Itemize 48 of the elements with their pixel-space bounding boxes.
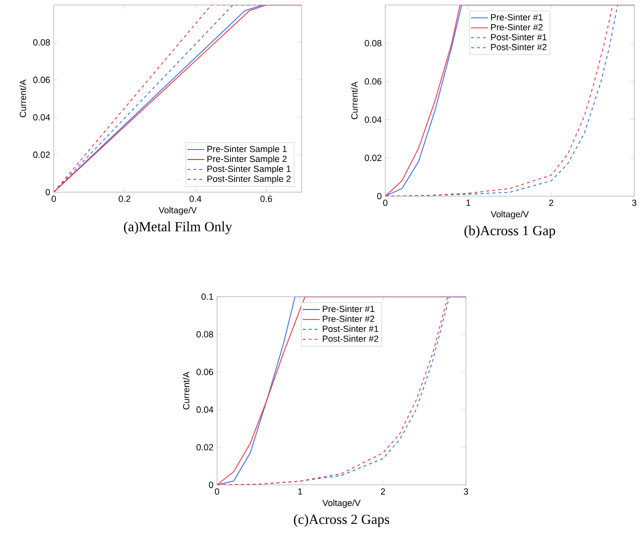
y-tick-label: 0.06 bbox=[33, 76, 50, 84]
x-tick-label: 3 bbox=[632, 200, 636, 206]
legend-label: Pre-Sinter #1 bbox=[322, 306, 374, 312]
x-tick-label: 2 bbox=[549, 200, 554, 206]
legend-label: Post-Sinter #2 bbox=[322, 336, 378, 342]
y-tick-label: 0.1 bbox=[201, 294, 214, 300]
y-tick-label: 0.06 bbox=[364, 78, 382, 85]
y-tick-label: 0.02 bbox=[364, 154, 382, 162]
legend-label: Pre-Sinter Sample 1 bbox=[207, 146, 287, 154]
y-tick-label: 0.08 bbox=[33, 39, 50, 46]
x-tick-label: 0.2 bbox=[118, 196, 130, 202]
x-tick-label: 0.6 bbox=[260, 196, 272, 202]
legend-label: Post-Sinter #1 bbox=[322, 326, 378, 332]
legend-label: Post-Sinter #2 bbox=[491, 44, 546, 50]
y-tick-label: 0 bbox=[46, 189, 50, 196]
x-tick-label: 1 bbox=[298, 488, 302, 495]
x-tick-label: 3 bbox=[464, 488, 468, 495]
x-tick-label: 0 bbox=[383, 200, 388, 206]
x-tick-label: 2 bbox=[380, 488, 386, 495]
x-tick-label: 0 bbox=[214, 488, 220, 495]
y-tick-label: 0.06 bbox=[196, 369, 214, 376]
y-axis-title: Current/A bbox=[182, 372, 190, 410]
y-tick-label: 0.08 bbox=[364, 40, 382, 47]
legend-label: Pre-Sinter #2 bbox=[322, 316, 374, 322]
x-tick-label: 0.4 bbox=[190, 196, 202, 202]
x-axis-title: Voltage/V bbox=[490, 210, 529, 220]
y-tick-label: 0.04 bbox=[33, 114, 50, 121]
y-tick-label: 0.02 bbox=[196, 444, 214, 451]
y-axis-title: Current/A bbox=[351, 82, 358, 120]
y-axis-title: Current/A bbox=[20, 80, 26, 118]
legend-label: Pre-Sinter #2 bbox=[491, 24, 543, 31]
legend-label: Pre-Sinter #1 bbox=[491, 14, 543, 21]
legend-label: Pre-Sinter Sample 2 bbox=[207, 156, 287, 164]
x-axis-title: Voltage/V bbox=[322, 500, 361, 508]
legend-label: Post-Sinter #1 bbox=[491, 34, 547, 41]
y-tick-label: 0.02 bbox=[33, 152, 50, 158]
x-axis-title: Voltage/V bbox=[158, 207, 197, 216]
y-tick-label: 0.04 bbox=[364, 116, 382, 124]
text: (a)Metal Film Only bbox=[124, 222, 232, 234]
y-tick-label: 0.04 bbox=[196, 406, 214, 413]
text: (c)Across 2 Gaps bbox=[294, 514, 390, 528]
x-tick-label: 0 bbox=[52, 196, 56, 202]
y-tick-label: 0 bbox=[208, 482, 214, 488]
x-tick-label: 1 bbox=[466, 200, 470, 206]
legend-label: Post-Sinter Sample 2 bbox=[207, 176, 291, 184]
legend-label: Post-Sinter Sample 1 bbox=[207, 166, 291, 174]
y-tick-label: 0.08 bbox=[196, 331, 214, 338]
text: (b)Across 1 Gap bbox=[464, 226, 556, 238]
